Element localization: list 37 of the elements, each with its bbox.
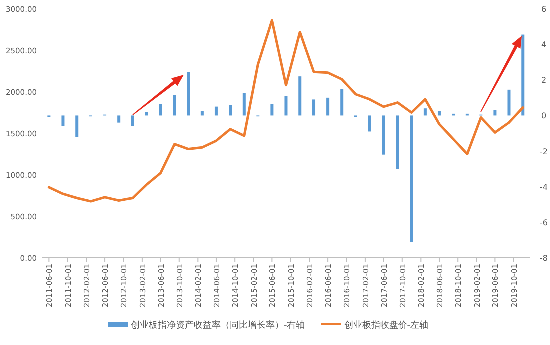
bar (214, 106, 218, 116)
y2-tick-label: 2 (541, 76, 547, 86)
bar (298, 76, 302, 116)
bar (368, 116, 372, 132)
bar (396, 116, 400, 170)
bar (200, 111, 204, 116)
bar (187, 72, 190, 116)
bar (382, 116, 386, 155)
bar (159, 104, 162, 116)
bar (270, 104, 274, 116)
bar (131, 116, 134, 126)
y2-tick-label: -6 (540, 218, 548, 228)
bar (410, 116, 414, 242)
y2-tick-label: -2 (540, 147, 548, 156)
bar (173, 95, 176, 116)
legend-label: 创业板指收盘价-左轴 (344, 320, 428, 331)
y2-tick-label: -4 (540, 182, 548, 192)
bar (229, 105, 232, 116)
bar (145, 112, 148, 116)
bar (76, 116, 79, 138)
bar (438, 111, 441, 116)
y2-tick-label: 0 (541, 112, 547, 121)
bar (312, 100, 316, 116)
bar (242, 93, 246, 116)
bar (522, 34, 525, 116)
y2-tick-label: -8 (540, 254, 548, 263)
bar (62, 116, 65, 126)
bar (284, 96, 288, 116)
bar (326, 98, 330, 116)
bar (508, 90, 511, 116)
bar (424, 108, 427, 116)
y2-tick-label: 4 (541, 40, 547, 50)
bar (494, 110, 497, 116)
bar (118, 116, 121, 123)
y2-tick-label: 6 (541, 5, 547, 14)
legend-label: 创业板指净资产收益率（同比增长率）-右轴 (131, 320, 306, 331)
bar (340, 89, 344, 116)
